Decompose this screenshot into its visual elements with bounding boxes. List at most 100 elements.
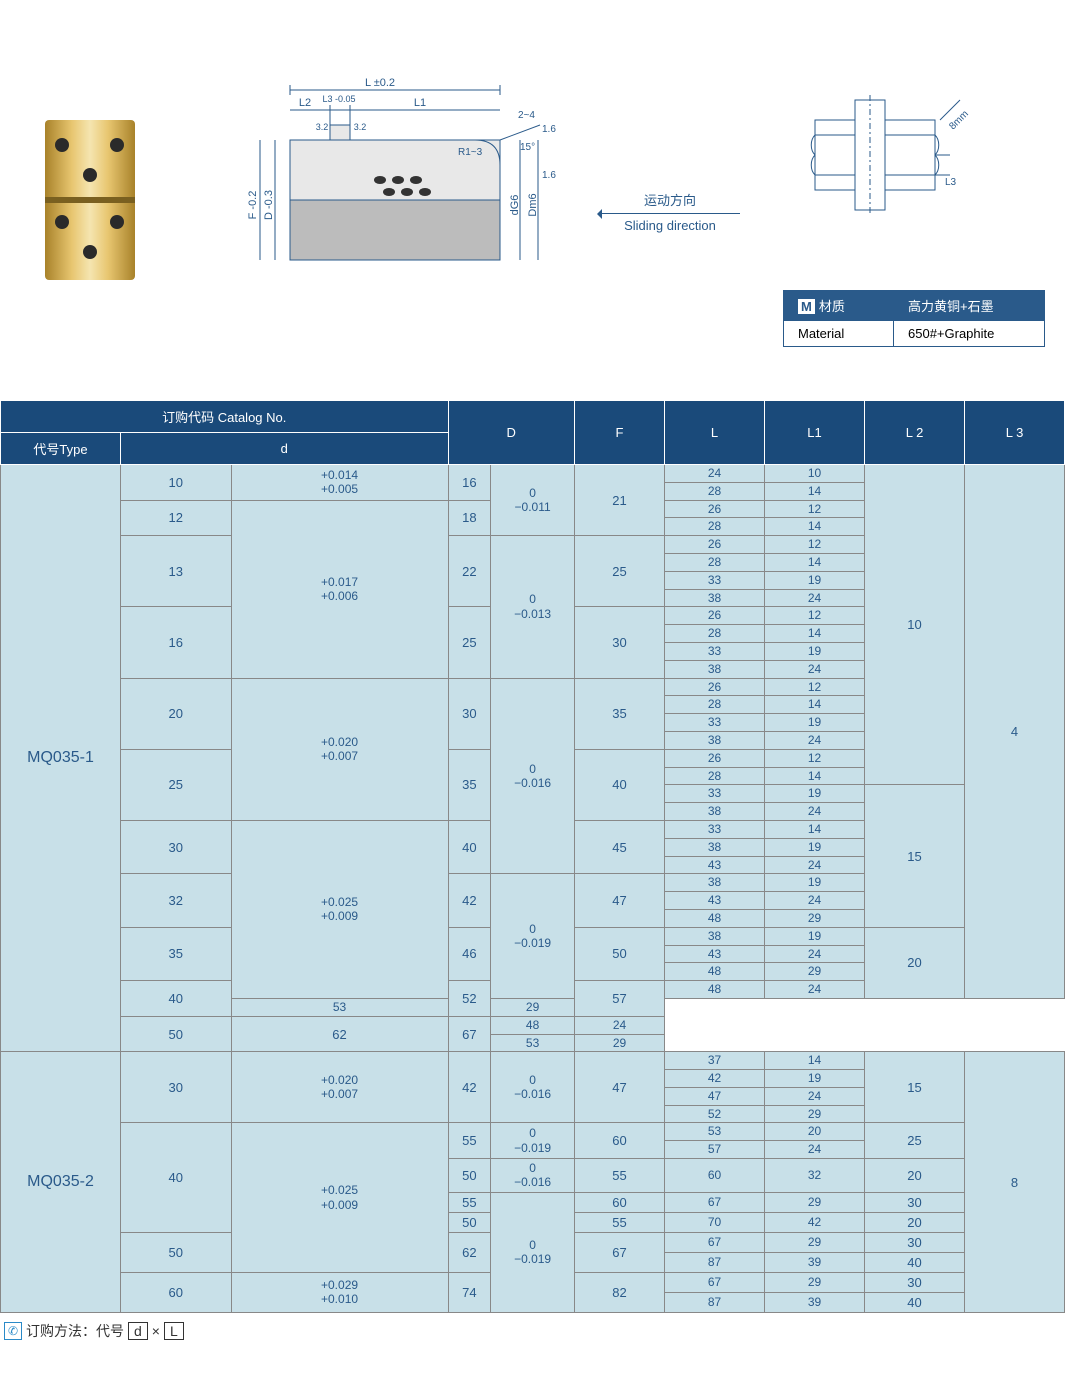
data-cell: 40 (121, 981, 232, 1017)
data-cell: 24 (765, 803, 865, 821)
data-cell: 0−0.019 (491, 1123, 575, 1159)
data-cell: 14 (765, 482, 865, 500)
data-cell: 12 (765, 678, 865, 696)
data-cell: 19 (765, 642, 865, 660)
data-cell: 82 (575, 1272, 665, 1312)
data-cell: 26 (665, 678, 765, 696)
th-L1: L1 (765, 401, 865, 465)
svg-text:8mm: 8mm (947, 109, 971, 133)
data-cell: 55 (448, 1192, 491, 1212)
svg-text:L3 -0.05: L3 -0.05 (322, 94, 355, 104)
data-cell: 35 (121, 927, 232, 980)
data-cell: 55 (575, 1212, 665, 1232)
data-cell: 14 (765, 518, 865, 536)
data-cell: 12 (765, 749, 865, 767)
data-cell: 0−0.013 (491, 536, 575, 678)
data-cell: 60 (121, 1272, 232, 1312)
data-cell: 60 (575, 1192, 665, 1212)
data-cell: 24 (765, 856, 865, 874)
th-L: L (665, 401, 765, 465)
data-cell: 55 (448, 1123, 491, 1159)
data-cell: 40 (575, 749, 665, 820)
data-cell: 25 (865, 1123, 965, 1159)
svg-text:3.2: 3.2 (354, 122, 367, 132)
data-cell: 48 (665, 981, 765, 999)
data-cell: 38 (665, 838, 765, 856)
data-cell: 42 (665, 1070, 765, 1088)
svg-text:Dm6: Dm6 (527, 193, 539, 216)
data-cell: +0.025+0.009 (231, 1123, 448, 1272)
data-cell: 30 (865, 1192, 965, 1212)
data-cell: 38 (665, 731, 765, 749)
data-cell: 24 (765, 589, 865, 607)
th-L3: L 3 (965, 401, 1065, 465)
data-cell: 35 (448, 749, 491, 820)
svg-text:3.2: 3.2 (316, 122, 329, 132)
data-cell: 26 (665, 749, 765, 767)
phone-icon: ✆ (4, 1322, 22, 1340)
data-cell: 0−0.019 (491, 874, 575, 999)
data-cell: 28 (665, 625, 765, 643)
data-cell: 37 (665, 1052, 765, 1070)
data-cell: 50 (448, 1159, 491, 1193)
data-cell: 8 (965, 1052, 1065, 1313)
data-cell: 42 (765, 1212, 865, 1232)
data-cell: 24 (665, 465, 765, 483)
data-cell: 24 (765, 892, 865, 910)
svg-text:R1~3: R1~3 (458, 147, 483, 158)
data-cell: 0−0.019 (491, 1192, 575, 1312)
data-cell: 29 (765, 963, 865, 981)
data-cell: 14 (765, 553, 865, 571)
technical-drawing-side: 8mm L3 (795, 80, 985, 230)
data-cell: 33 (665, 714, 765, 732)
data-cell: 87 (665, 1252, 765, 1272)
spec-table: 订购代码 Catalog No. D F L L1 L 2 L 3 代号Type… (0, 400, 1065, 1313)
data-cell: 30 (865, 1232, 965, 1252)
data-cell: 29 (765, 1192, 865, 1212)
data-cell: 67 (448, 1016, 491, 1052)
data-cell: +0.020+0.007 (231, 678, 448, 820)
data-cell: 14 (765, 767, 865, 785)
data-cell: 33 (665, 820, 765, 838)
svg-text:dG6: dG6 (509, 195, 521, 216)
data-cell: 20 (865, 927, 965, 998)
svg-text:F -0.2: F -0.2 (247, 191, 259, 220)
data-cell: 52 (448, 981, 491, 1017)
data-cell: 53 (231, 998, 448, 1016)
svg-text:2~4: 2~4 (518, 110, 535, 121)
data-cell: +0.029+0.010 (231, 1272, 448, 1312)
direction-label: 运动方向 Sliding direction (600, 190, 740, 233)
data-cell: 42 (448, 874, 491, 927)
data-cell: 40 (121, 1123, 232, 1232)
svg-text:D -0.3: D -0.3 (263, 190, 275, 220)
data-cell: 24 (765, 1141, 865, 1159)
data-cell: 25 (575, 536, 665, 607)
data-cell: 26 (665, 500, 765, 518)
data-cell: 62 (231, 1016, 448, 1052)
data-cell: 30 (575, 607, 665, 678)
data-cell: 32 (121, 874, 232, 927)
data-cell: 18 (448, 500, 491, 536)
data-cell: 57 (665, 1141, 765, 1159)
data-cell: 29 (765, 1272, 865, 1292)
data-cell: 14 (765, 820, 865, 838)
th-F: F (575, 401, 665, 465)
svg-text:1.6: 1.6 (542, 124, 556, 135)
data-cell: 20 (865, 1212, 965, 1232)
data-cell: 38 (665, 660, 765, 678)
th-type: 代号Type (1, 433, 121, 465)
data-cell: 14 (765, 1052, 865, 1070)
data-cell: 50 (121, 1016, 232, 1052)
order-note: ✆ 订购方法：代号 d × L (0, 1313, 1065, 1349)
data-cell: 40 (448, 820, 491, 873)
data-cell: 40 (865, 1252, 965, 1272)
data-cell: 19 (765, 785, 865, 803)
data-cell: 25 (448, 607, 491, 678)
th-L2: L 2 (865, 401, 965, 465)
data-cell: 26 (665, 536, 765, 554)
data-cell: 28 (665, 482, 765, 500)
data-cell: 28 (665, 767, 765, 785)
data-cell: 30 (448, 678, 491, 749)
data-cell: 48 (491, 1016, 575, 1034)
data-cell: 29 (575, 1034, 665, 1052)
